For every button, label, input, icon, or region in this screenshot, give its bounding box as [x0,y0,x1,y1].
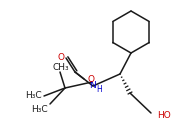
Text: O: O [58,52,65,61]
Text: N: N [90,82,96,90]
Text: H₃C: H₃C [31,104,47,114]
Text: H: H [97,85,102,94]
Text: CH₃: CH₃ [53,62,69,72]
Text: H₃C: H₃C [25,90,41,99]
Text: HO: HO [157,110,171,120]
Text: O: O [88,76,94,84]
